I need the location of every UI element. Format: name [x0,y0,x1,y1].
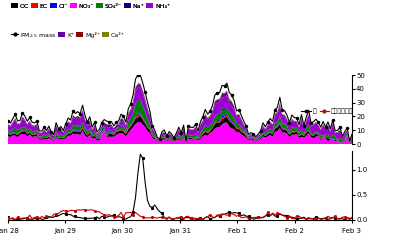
Legend: OC, EC, Cl⁻, NO₃⁻, SO₄²⁻, Na⁺, NH₄⁺: OC, EC, Cl⁻, NO₃⁻, SO₄²⁻, Na⁺, NH₄⁺ [11,3,170,8]
Legend: 철, 레보글루코산: 철, 레보글루코산 [299,106,356,116]
Legend: PM$_{2.5}$ mass, K⁺, Mg²⁺, Ca²⁺: PM$_{2.5}$ mass, K⁺, Mg²⁺, Ca²⁺ [11,30,125,40]
